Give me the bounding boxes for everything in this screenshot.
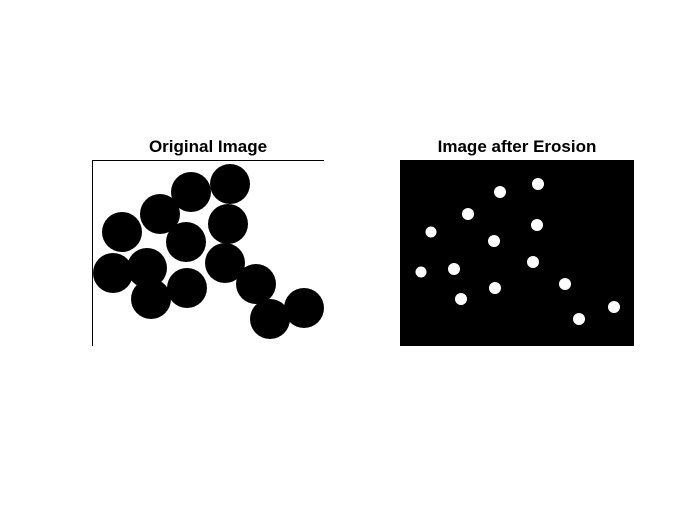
eroded-image-panel bbox=[400, 160, 634, 346]
original-image-title: Original Image bbox=[148, 137, 268, 156]
original-image-panel bbox=[92, 160, 324, 346]
eroded-image-title: Image after Erosion bbox=[437, 137, 597, 156]
eroded-image-background bbox=[400, 160, 634, 346]
eroded-image-dots bbox=[415, 178, 620, 325]
original-image-blobs bbox=[93, 164, 324, 339]
